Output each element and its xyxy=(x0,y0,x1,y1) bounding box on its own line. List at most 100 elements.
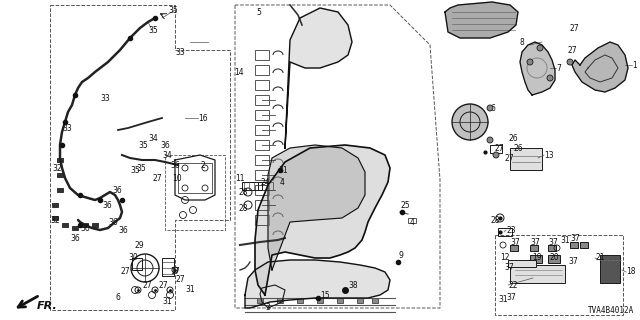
Text: 36: 36 xyxy=(70,234,80,243)
Text: 2: 2 xyxy=(200,161,205,170)
Text: 13: 13 xyxy=(544,150,554,159)
Text: 29: 29 xyxy=(134,241,143,250)
Circle shape xyxy=(452,104,488,140)
Bar xyxy=(490,145,502,153)
Text: 31: 31 xyxy=(278,165,287,174)
Circle shape xyxy=(567,59,573,65)
Text: 28: 28 xyxy=(238,204,248,212)
Text: 35: 35 xyxy=(136,164,146,172)
Circle shape xyxy=(487,137,493,143)
Bar xyxy=(548,255,560,263)
Bar xyxy=(317,298,323,303)
Text: FR.: FR. xyxy=(37,301,58,311)
Text: 9: 9 xyxy=(398,251,403,260)
Bar xyxy=(255,140,269,150)
Text: 26: 26 xyxy=(514,143,524,153)
Bar xyxy=(337,298,343,303)
Bar xyxy=(52,203,58,207)
Bar xyxy=(82,223,88,227)
Bar xyxy=(530,255,542,263)
Text: 31: 31 xyxy=(560,236,570,244)
Bar xyxy=(510,148,542,170)
Text: 28: 28 xyxy=(238,188,248,196)
Text: 4: 4 xyxy=(410,218,415,227)
Bar xyxy=(548,245,556,251)
Text: 37: 37 xyxy=(570,234,580,243)
Text: 27: 27 xyxy=(570,23,580,33)
Text: 33: 33 xyxy=(175,47,185,57)
Text: 32: 32 xyxy=(50,215,60,225)
Text: 37: 37 xyxy=(510,237,520,246)
Text: 35: 35 xyxy=(138,140,148,149)
Bar xyxy=(495,235,623,315)
Text: 36: 36 xyxy=(112,186,122,195)
Bar xyxy=(372,298,378,303)
Text: 19: 19 xyxy=(532,253,541,262)
Bar xyxy=(570,242,578,248)
Text: 36: 36 xyxy=(118,226,128,235)
Bar xyxy=(57,188,63,192)
Bar xyxy=(357,298,363,303)
Bar xyxy=(510,245,518,251)
Polygon shape xyxy=(520,42,555,95)
Text: 33: 33 xyxy=(100,93,109,102)
Text: 36: 36 xyxy=(170,161,180,170)
Polygon shape xyxy=(245,260,390,308)
Text: 37: 37 xyxy=(506,293,516,302)
Text: 33: 33 xyxy=(62,124,72,132)
Circle shape xyxy=(493,152,499,158)
Text: 5: 5 xyxy=(256,7,261,17)
Bar xyxy=(255,200,269,210)
Bar xyxy=(257,298,263,303)
Text: 14: 14 xyxy=(234,68,244,76)
Text: 37: 37 xyxy=(548,237,557,246)
Text: 27: 27 xyxy=(175,276,184,284)
Text: 21: 21 xyxy=(595,253,605,262)
Polygon shape xyxy=(445,2,518,38)
Text: 8: 8 xyxy=(520,37,525,46)
Text: 27: 27 xyxy=(120,268,130,276)
Text: 35: 35 xyxy=(168,5,178,14)
Bar xyxy=(255,50,269,60)
Text: 16: 16 xyxy=(198,114,207,123)
Bar xyxy=(580,242,588,248)
Text: 6: 6 xyxy=(490,103,495,113)
Text: 37: 37 xyxy=(504,263,514,273)
Text: 27: 27 xyxy=(142,281,152,290)
Bar xyxy=(297,298,303,303)
Bar xyxy=(600,255,620,283)
Text: 27: 27 xyxy=(568,45,578,54)
Text: 10: 10 xyxy=(172,173,182,182)
Polygon shape xyxy=(268,145,365,270)
Polygon shape xyxy=(285,8,352,148)
Text: 1: 1 xyxy=(632,60,637,69)
Bar xyxy=(255,125,269,135)
Text: 4: 4 xyxy=(280,178,285,187)
Text: 38: 38 xyxy=(348,281,358,290)
Text: 35: 35 xyxy=(148,26,157,35)
Circle shape xyxy=(537,45,543,51)
Text: 37: 37 xyxy=(530,237,540,246)
Bar xyxy=(530,245,538,251)
Bar xyxy=(255,80,269,90)
Text: 34: 34 xyxy=(162,150,172,159)
Bar xyxy=(92,223,98,227)
Circle shape xyxy=(527,59,533,65)
Bar xyxy=(132,258,142,270)
Circle shape xyxy=(547,75,553,81)
Circle shape xyxy=(487,105,493,111)
Text: 31: 31 xyxy=(498,295,508,305)
Text: 11: 11 xyxy=(235,173,244,182)
Bar xyxy=(258,182,273,190)
Text: 20: 20 xyxy=(550,253,559,262)
Bar xyxy=(277,298,283,303)
Bar xyxy=(255,155,269,165)
Bar xyxy=(498,228,512,236)
Bar xyxy=(242,182,262,190)
Text: 31: 31 xyxy=(162,298,172,307)
Bar xyxy=(255,215,269,225)
Polygon shape xyxy=(255,145,390,295)
Text: 7: 7 xyxy=(556,63,561,73)
Text: 35: 35 xyxy=(130,165,140,174)
Text: 32: 32 xyxy=(52,164,61,172)
